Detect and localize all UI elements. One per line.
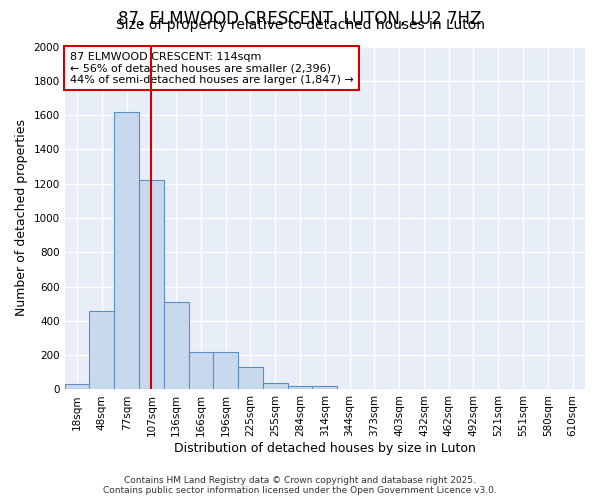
Text: Contains HM Land Registry data © Crown copyright and database right 2025.
Contai: Contains HM Land Registry data © Crown c… (103, 476, 497, 495)
Text: Size of property relative to detached houses in Luton: Size of property relative to detached ho… (115, 18, 485, 32)
Text: 87, ELMWOOD CRESCENT, LUTON, LU2 7HZ: 87, ELMWOOD CRESCENT, LUTON, LU2 7HZ (118, 10, 482, 28)
Bar (65, 384, 89, 390)
Bar (114, 112, 139, 390)
Bar (164, 302, 188, 390)
Bar (238, 367, 263, 390)
Bar (188, 352, 214, 390)
Bar (139, 180, 164, 390)
Y-axis label: Number of detached properties: Number of detached properties (15, 120, 28, 316)
Bar (89, 310, 114, 390)
Bar (263, 382, 287, 390)
Bar (313, 386, 337, 390)
Bar (287, 386, 313, 390)
X-axis label: Distribution of detached houses by size in Luton: Distribution of detached houses by size … (174, 442, 476, 455)
Bar (214, 352, 238, 390)
Text: 87 ELMWOOD CRESCENT: 114sqm
← 56% of detached houses are smaller (2,396)
44% of : 87 ELMWOOD CRESCENT: 114sqm ← 56% of det… (70, 52, 353, 85)
